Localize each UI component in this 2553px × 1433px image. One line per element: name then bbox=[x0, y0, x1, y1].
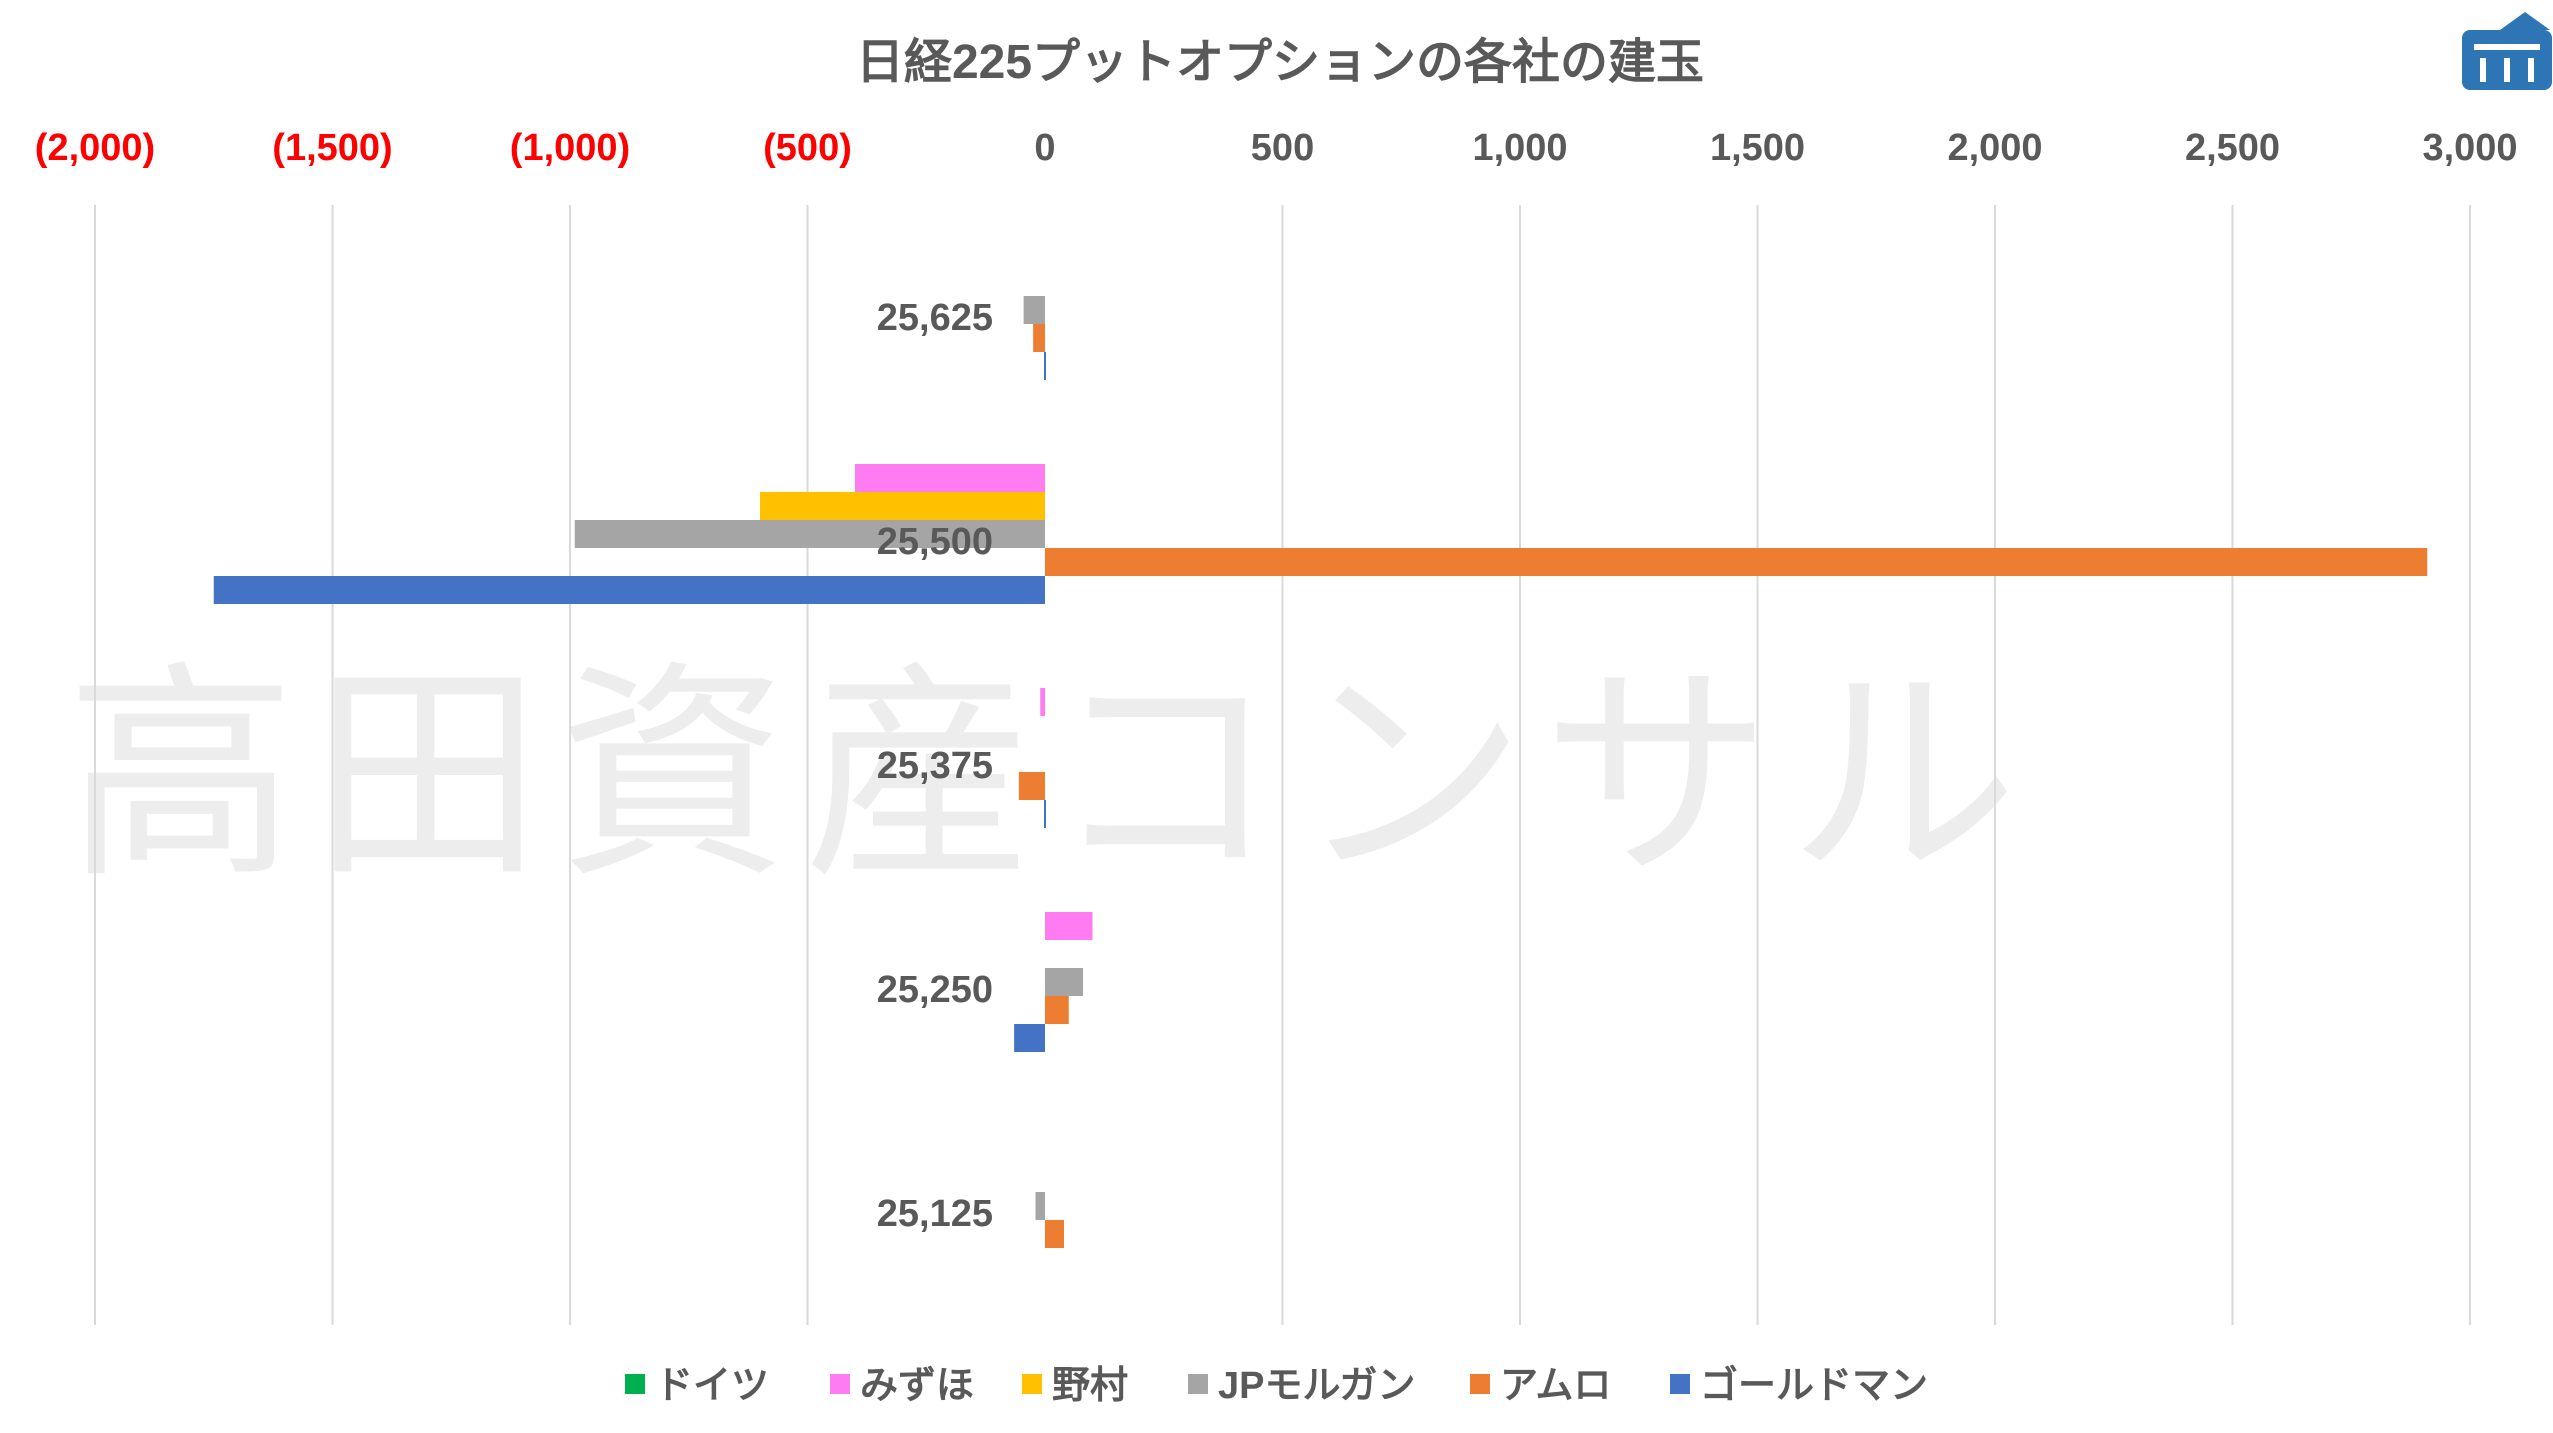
bar-ゴールドマン bbox=[1014, 1024, 1045, 1052]
logo-roof bbox=[2500, 12, 2550, 30]
bar-JPモルガン bbox=[1045, 968, 1083, 996]
bar-アムロ bbox=[1045, 548, 2428, 576]
legend-swatch bbox=[1022, 1374, 1042, 1394]
legend-swatch bbox=[830, 1374, 850, 1394]
legend-swatch bbox=[625, 1374, 645, 1394]
bar-みずほ bbox=[1040, 688, 1045, 716]
bar-野村 bbox=[760, 492, 1045, 520]
bar-アムロ bbox=[1018, 772, 1045, 800]
legend-label: みずほ bbox=[860, 1365, 974, 1407]
x-tick-label: (2,000) bbox=[35, 127, 155, 169]
x-tick-label: (1,500) bbox=[272, 127, 392, 169]
bar-アムロ bbox=[1033, 324, 1045, 352]
category-label: 25,375 bbox=[877, 745, 993, 787]
legend-swatch bbox=[1188, 1374, 1208, 1394]
bar-ゴールドマン bbox=[1044, 800, 1046, 828]
legend-label: JPモルガン bbox=[1218, 1365, 1415, 1407]
chart-title: 日経225プットオプションの各社の建玉 bbox=[856, 36, 1704, 89]
bar-みずほ bbox=[855, 464, 1045, 492]
logo-pillar bbox=[2504, 58, 2510, 82]
bars bbox=[213, 296, 2428, 1248]
bar-アムロ bbox=[1045, 1220, 1064, 1248]
x-tick-label: 500 bbox=[1251, 127, 1314, 169]
x-tick-label: (500) bbox=[763, 127, 852, 169]
logo-pillar bbox=[2528, 58, 2534, 82]
logo-bar bbox=[2474, 44, 2540, 50]
legend-swatch bbox=[1670, 1374, 1690, 1394]
legend-label: ゴールドマン bbox=[1700, 1364, 1928, 1407]
bar-JPモルガン bbox=[1023, 296, 1045, 324]
building-logo-icon bbox=[2462, 12, 2552, 90]
category-label: 25,250 bbox=[877, 969, 993, 1011]
bar-ゴールドマン bbox=[213, 576, 1045, 604]
gridlines bbox=[94, 205, 2471, 1325]
bar-JPモルガン bbox=[1035, 1192, 1045, 1220]
bar-JPモルガン bbox=[574, 520, 1045, 548]
watermark: 高田資産コンサル bbox=[66, 647, 2034, 904]
legend-label: 野村 bbox=[1052, 1365, 1128, 1407]
bar-みずほ bbox=[1045, 912, 1093, 940]
legend-swatch bbox=[1470, 1374, 1490, 1394]
logo-pillar bbox=[2480, 58, 2486, 82]
x-tick-label: 0 bbox=[1034, 127, 1055, 169]
x-tick-label: 1,000 bbox=[1472, 127, 1567, 169]
bar-ゴールドマン bbox=[1044, 352, 1046, 380]
x-tick-label: 3,000 bbox=[2422, 127, 2517, 169]
x-tick-label: 2,000 bbox=[1947, 127, 2042, 169]
x-tick-label: 1,500 bbox=[1710, 127, 1805, 169]
category-label: 25,625 bbox=[877, 297, 993, 339]
x-axis-ticks: (2,000) (1,500) (1,000) (500) 0 500 1,000 1,500… bbox=[35, 127, 2518, 169]
x-tick-label: (1,000) bbox=[510, 127, 630, 169]
legend-label: ドイツ bbox=[655, 1365, 769, 1407]
legend-label: アムロ bbox=[1500, 1365, 1611, 1407]
category-label: 25,500 bbox=[877, 521, 993, 563]
category-labels: 25,625 25,500 25,375 25,250 25,125 bbox=[877, 297, 993, 1235]
x-tick-label: 2,500 bbox=[2185, 127, 2280, 169]
bar-アムロ bbox=[1045, 996, 1069, 1024]
legend: ドイツ みずほ 野村 JPモルガン アムロ ゴールドマン bbox=[625, 1364, 1928, 1407]
category-label: 25,125 bbox=[877, 1193, 993, 1235]
